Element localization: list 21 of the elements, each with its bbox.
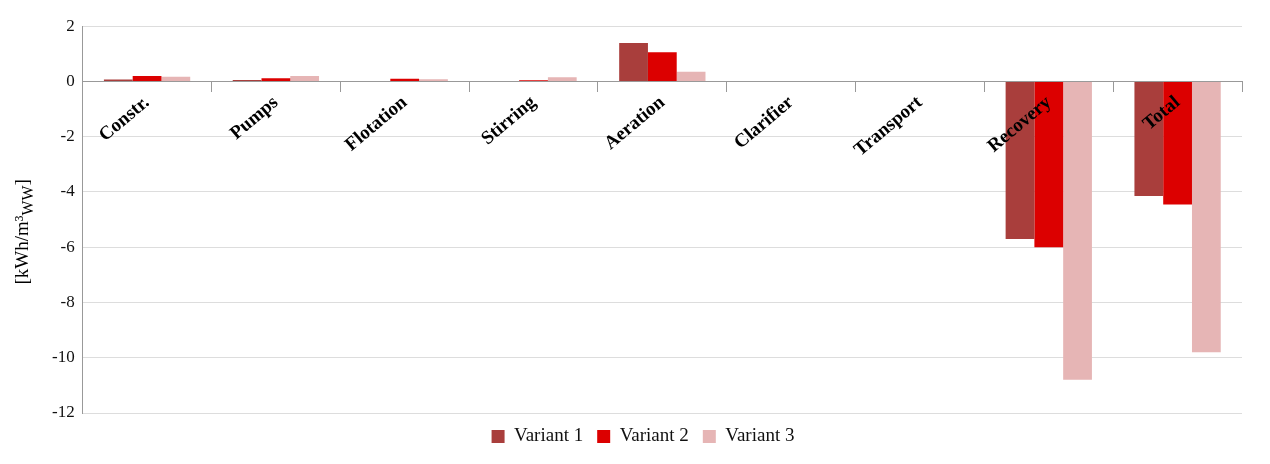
bar xyxy=(676,71,706,81)
bar xyxy=(261,78,291,81)
y-tick-label: -6 xyxy=(60,236,75,256)
legend-label: Variant 2 xyxy=(619,424,689,446)
y-tick-label: -2 xyxy=(60,126,75,146)
bar xyxy=(1063,81,1092,380)
bar xyxy=(132,75,162,81)
bar xyxy=(547,77,577,81)
y-tick-label: -10 xyxy=(51,347,75,367)
y-tick-label: -8 xyxy=(60,291,75,311)
bar xyxy=(1191,81,1221,353)
bar xyxy=(290,75,320,81)
y-tick-label: -12 xyxy=(51,402,75,422)
bar xyxy=(647,52,677,81)
bar xyxy=(619,43,648,81)
y-tick-label: 0 xyxy=(66,70,75,90)
bar xyxy=(161,76,191,81)
y-tick-label: 2 xyxy=(66,15,75,35)
legend-label: Variant 1 xyxy=(514,424,584,446)
legend-label: Variant 3 xyxy=(725,424,795,446)
y-tick-label: -4 xyxy=(60,181,76,201)
